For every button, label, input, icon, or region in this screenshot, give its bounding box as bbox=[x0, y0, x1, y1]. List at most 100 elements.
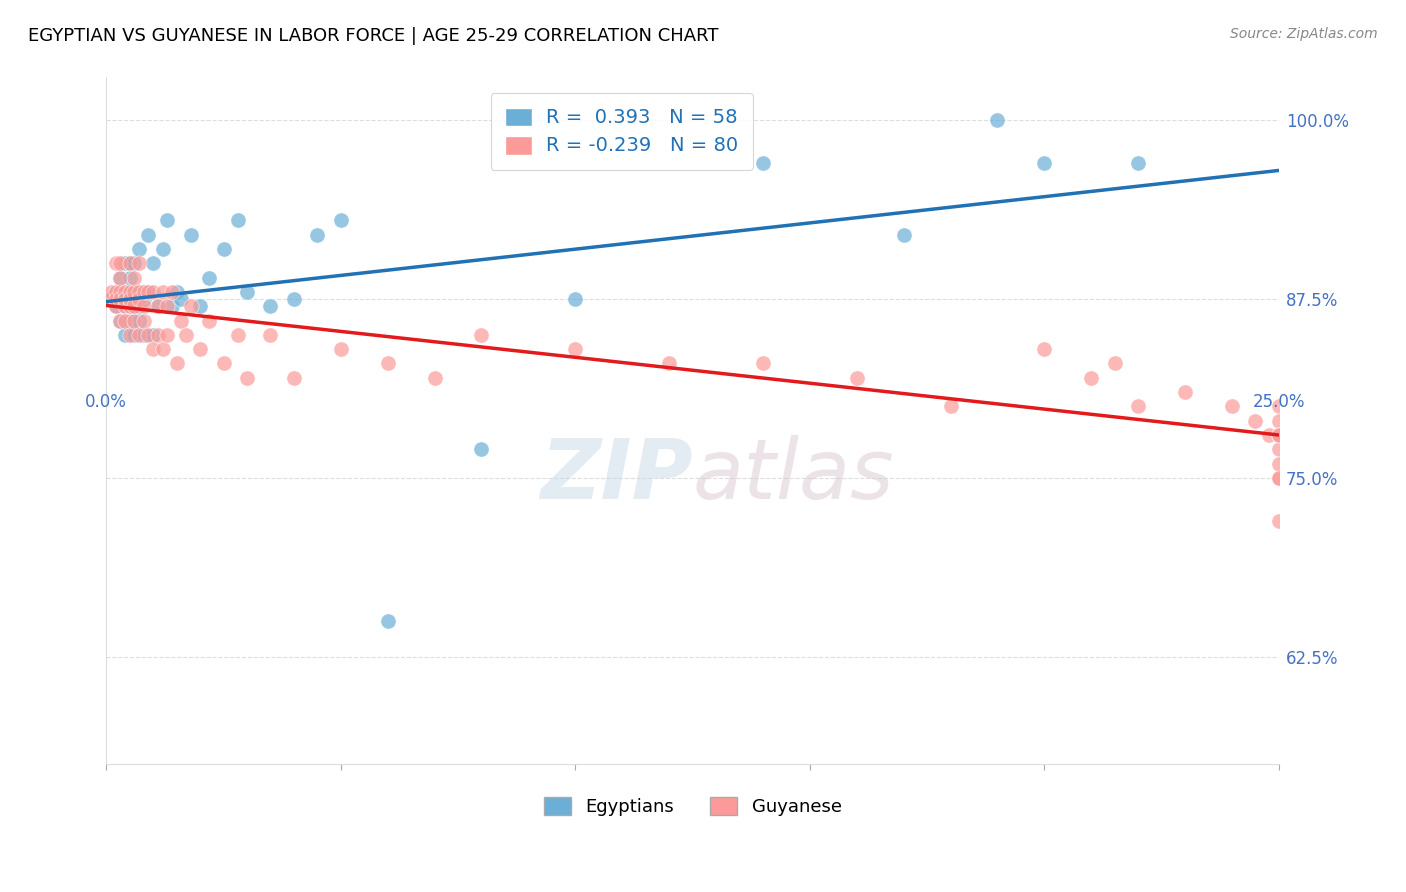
Point bbox=[104, 299, 127, 313]
Point bbox=[114, 292, 136, 306]
Point bbox=[226, 213, 249, 227]
Point bbox=[152, 342, 174, 356]
Point bbox=[128, 242, 150, 256]
Point bbox=[132, 285, 155, 299]
Point bbox=[128, 327, 150, 342]
Point bbox=[110, 256, 132, 270]
Point bbox=[100, 292, 122, 306]
Point bbox=[236, 370, 259, 384]
Point bbox=[114, 313, 136, 327]
Point bbox=[114, 285, 136, 299]
Point bbox=[198, 313, 221, 327]
Point bbox=[104, 285, 127, 299]
Point bbox=[124, 270, 146, 285]
Point bbox=[146, 327, 169, 342]
Point bbox=[118, 292, 141, 306]
Point bbox=[104, 299, 127, 313]
Point bbox=[1033, 156, 1056, 170]
Point bbox=[166, 285, 188, 299]
Point bbox=[1268, 514, 1291, 528]
Point bbox=[118, 256, 141, 270]
Point bbox=[110, 313, 132, 327]
Point bbox=[160, 285, 183, 299]
Point bbox=[100, 285, 122, 299]
Point bbox=[114, 256, 136, 270]
Point bbox=[226, 327, 249, 342]
Point bbox=[118, 270, 141, 285]
Point bbox=[118, 285, 141, 299]
Point bbox=[329, 213, 352, 227]
Point bbox=[170, 292, 193, 306]
Point bbox=[1220, 400, 1243, 414]
Point bbox=[100, 292, 122, 306]
Point bbox=[1033, 342, 1056, 356]
Point bbox=[124, 313, 146, 327]
Point bbox=[124, 299, 146, 313]
Point bbox=[188, 299, 211, 313]
Point bbox=[1244, 414, 1267, 428]
Point bbox=[124, 292, 146, 306]
Point bbox=[259, 299, 281, 313]
Point bbox=[138, 327, 160, 342]
Point bbox=[118, 292, 141, 306]
Point bbox=[110, 285, 132, 299]
Point bbox=[132, 292, 155, 306]
Point bbox=[658, 356, 681, 370]
Point bbox=[470, 442, 492, 457]
Point bbox=[110, 292, 132, 306]
Point bbox=[939, 400, 962, 414]
Point bbox=[170, 313, 193, 327]
Point bbox=[128, 299, 150, 313]
Point bbox=[128, 285, 150, 299]
Point bbox=[132, 299, 155, 313]
Point bbox=[132, 313, 155, 327]
Point bbox=[132, 327, 155, 342]
Point bbox=[986, 113, 1008, 128]
Point bbox=[110, 270, 132, 285]
Point bbox=[124, 299, 146, 313]
Point bbox=[118, 299, 141, 313]
Point bbox=[118, 256, 141, 270]
Point bbox=[152, 242, 174, 256]
Point bbox=[1268, 414, 1291, 428]
Point bbox=[118, 299, 141, 313]
Text: Source: ZipAtlas.com: Source: ZipAtlas.com bbox=[1230, 27, 1378, 41]
Point bbox=[259, 327, 281, 342]
Point bbox=[114, 285, 136, 299]
Point bbox=[845, 370, 868, 384]
Point bbox=[124, 285, 146, 299]
Point bbox=[470, 327, 492, 342]
Point bbox=[160, 299, 183, 313]
Point bbox=[138, 227, 160, 242]
Point bbox=[152, 285, 174, 299]
Point bbox=[138, 285, 160, 299]
Point bbox=[1268, 471, 1291, 485]
Point bbox=[114, 299, 136, 313]
Text: 0.0%: 0.0% bbox=[86, 393, 127, 411]
Point bbox=[307, 227, 329, 242]
Text: ZIP: ZIP bbox=[540, 435, 693, 516]
Point bbox=[128, 313, 150, 327]
Point bbox=[329, 342, 352, 356]
Text: 25.0%: 25.0% bbox=[1253, 393, 1305, 411]
Point bbox=[893, 227, 915, 242]
Point bbox=[114, 292, 136, 306]
Point bbox=[114, 299, 136, 313]
Point bbox=[142, 327, 165, 342]
Point bbox=[142, 342, 165, 356]
Text: atlas: atlas bbox=[693, 435, 894, 516]
Point bbox=[142, 256, 165, 270]
Point bbox=[146, 299, 169, 313]
Point bbox=[110, 285, 132, 299]
Point bbox=[104, 292, 127, 306]
Point bbox=[156, 299, 179, 313]
Point bbox=[114, 327, 136, 342]
Point bbox=[1174, 384, 1197, 399]
Point bbox=[283, 370, 305, 384]
Point bbox=[180, 227, 202, 242]
Point bbox=[236, 285, 259, 299]
Point bbox=[132, 285, 155, 299]
Point bbox=[564, 342, 586, 356]
Point bbox=[124, 285, 146, 299]
Point bbox=[377, 356, 399, 370]
